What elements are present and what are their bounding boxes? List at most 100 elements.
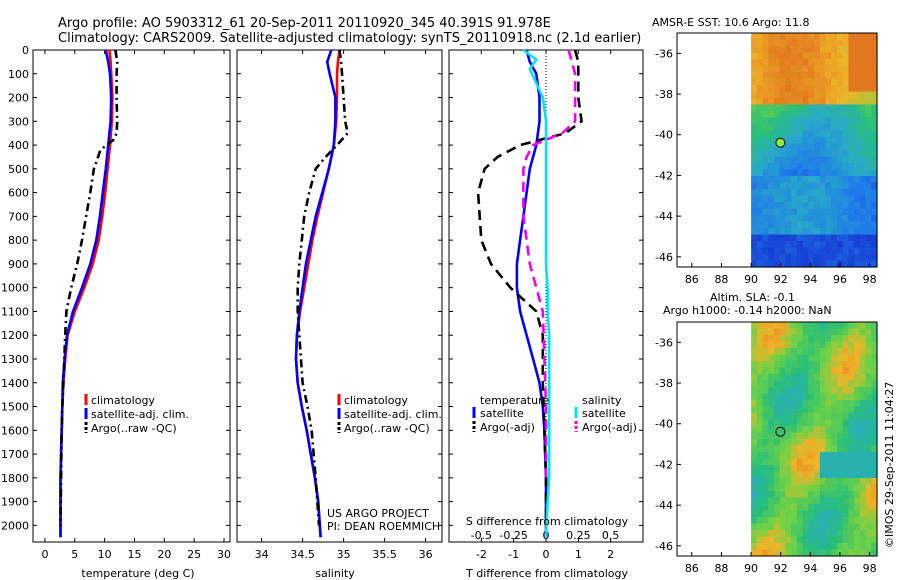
map-cell	[791, 432, 798, 440]
map-cell	[796, 387, 804, 395]
map-cell	[819, 163, 827, 171]
map-cell	[865, 98, 872, 106]
map-cell	[751, 72, 758, 80]
map-cell	[842, 72, 849, 80]
map-cell	[774, 335, 781, 343]
map-cell	[762, 348, 769, 356]
map-cell	[831, 156, 838, 164]
map-cell	[762, 497, 769, 505]
map-cell	[779, 78, 786, 86]
map-cell	[791, 143, 798, 151]
map-cell	[796, 374, 804, 382]
map-cell	[802, 228, 809, 236]
map-cell	[865, 72, 872, 80]
map-cell	[831, 413, 838, 421]
map-cell	[825, 221, 832, 229]
map-cell	[779, 510, 786, 518]
map-cell	[859, 354, 867, 362]
map-cell	[762, 432, 769, 440]
map-cell	[842, 432, 849, 440]
map-cell	[802, 117, 809, 125]
map-cell	[774, 33, 781, 41]
map-cell	[831, 484, 838, 492]
map-cell	[814, 478, 821, 486]
map-cell	[768, 549, 775, 557]
map-cell	[779, 374, 786, 382]
map-cell	[756, 458, 764, 466]
map-cell	[859, 234, 867, 242]
map-cell	[842, 341, 849, 349]
map-cell	[825, 78, 832, 86]
map-cell	[848, 335, 855, 343]
map-cell	[848, 400, 855, 408]
map-cell	[774, 523, 781, 531]
map-cell	[751, 33, 758, 41]
map-cell	[756, 195, 764, 203]
map-cell	[848, 202, 855, 210]
map-cell	[779, 72, 786, 80]
map-cell	[768, 228, 775, 236]
map-cell	[802, 254, 809, 262]
map-cell	[756, 202, 764, 210]
map-cell	[751, 328, 758, 336]
map-cell	[871, 426, 878, 434]
map-cell	[848, 33, 855, 41]
map-cell	[819, 241, 827, 249]
map-cell	[808, 413, 815, 421]
map-cell	[859, 182, 867, 190]
map-cell	[819, 367, 827, 375]
map-cell	[871, 549, 878, 557]
legend-label-climatology: climatology	[91, 394, 155, 407]
map-cell	[819, 458, 827, 466]
map-cell	[859, 484, 867, 492]
map-cell	[825, 33, 832, 41]
map-cell	[865, 59, 872, 67]
map-cell	[871, 536, 878, 544]
map-cell	[808, 335, 815, 343]
map-cell	[785, 406, 792, 414]
map-cell	[779, 189, 786, 197]
map-cell	[865, 169, 872, 177]
map-cell	[831, 367, 838, 375]
map-cell	[854, 543, 861, 551]
map-cell	[825, 254, 832, 262]
map-cell	[825, 335, 832, 343]
title-line-2: Climatology: CARS2009. Satellite-adjuste…	[58, 31, 641, 46]
map-cell	[854, 85, 861, 93]
depth-tick-label: 400	[8, 139, 29, 152]
map-cell	[854, 221, 861, 229]
map-cell	[791, 156, 798, 164]
map-cell	[859, 169, 867, 177]
map-cell	[768, 98, 775, 106]
map-cell	[785, 335, 792, 343]
map-cell	[808, 78, 815, 86]
map-cell	[825, 458, 832, 466]
map-cell	[854, 374, 861, 382]
map-cell	[831, 458, 838, 466]
map-cell	[796, 195, 804, 203]
map-cell	[774, 419, 781, 427]
map-cell	[842, 374, 849, 382]
map-cell	[791, 400, 798, 408]
map-cell	[774, 439, 781, 447]
map-cell	[859, 221, 867, 229]
map-cell	[854, 419, 861, 427]
map-cell	[762, 247, 769, 255]
map-cell	[756, 72, 764, 80]
map-cell	[871, 458, 878, 466]
map-cell	[785, 452, 792, 460]
map-cell	[825, 504, 832, 512]
map-cell	[831, 260, 838, 268]
map-cell	[774, 367, 781, 375]
map-cell	[848, 432, 855, 440]
map-cell	[871, 111, 878, 119]
map-cell	[842, 189, 849, 197]
map-cell	[871, 143, 878, 151]
map-cell	[768, 471, 775, 479]
map-cell	[836, 33, 844, 41]
map-cell	[842, 98, 849, 106]
map-cell	[836, 150, 844, 158]
lon-tick-label: 98	[863, 562, 877, 575]
map-cell	[751, 335, 758, 343]
difference-xlabel: T difference from climatology	[465, 567, 628, 580]
